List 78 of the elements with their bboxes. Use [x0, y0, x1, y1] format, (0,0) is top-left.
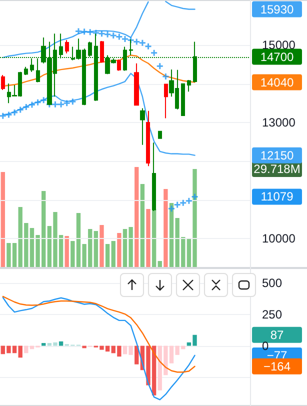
point	[110, 32, 116, 39]
candlestick	[100, 40, 104, 64]
y-tick-label: 15000	[262, 38, 296, 52]
line-series	[2, 54, 196, 87]
bar	[18, 346, 22, 358]
bar	[58, 341, 64, 346]
point	[75, 28, 82, 34]
point	[186, 198, 192, 204]
candlestick	[30, 58, 34, 72]
text: 14040	[260, 75, 294, 90]
bar	[111, 241, 116, 267]
bar	[117, 233, 122, 267]
candlestick	[158, 130, 162, 139]
point	[87, 29, 94, 36]
candlestick	[140, 108, 145, 146]
point	[168, 206, 175, 212]
text: 11079	[260, 190, 294, 204]
point	[162, 74, 169, 80]
y-tick-label: 250	[262, 307, 282, 322]
bar	[42, 343, 46, 346]
text: −164	[263, 359, 291, 374]
point	[0, 112, 6, 119]
point	[34, 99, 41, 106]
point	[40, 97, 47, 104]
bar	[64, 236, 69, 267]
line-series	[2, 296, 196, 400]
point	[17, 106, 24, 113]
point	[139, 40, 146, 46]
point	[174, 202, 180, 208]
bar	[152, 209, 156, 267]
bar	[158, 261, 162, 267]
bar	[164, 189, 168, 267]
candlestick	[24, 66, 28, 76]
ref-line-label: 14700	[260, 50, 294, 64]
point	[151, 50, 158, 56]
text: 15930	[260, 2, 294, 16]
bar	[140, 184, 145, 267]
text: 87	[270, 328, 284, 342]
bar	[0, 172, 5, 267]
candlestick	[146, 110, 150, 167]
point	[192, 194, 198, 200]
text: 12150	[260, 148, 294, 162]
line-series	[2, 296, 196, 373]
point	[104, 31, 111, 38]
bar	[134, 167, 139, 267]
point	[122, 36, 128, 42]
point	[134, 38, 140, 45]
candlestick	[187, 79, 191, 92]
candlestick	[65, 40, 69, 54]
candlestick	[181, 82, 185, 116]
point	[180, 200, 186, 206]
candlestick	[36, 58, 40, 83]
candlestick	[1, 74, 5, 91]
candlestick	[134, 62, 139, 106]
point	[64, 100, 70, 106]
y-tick-label: 10000	[262, 231, 296, 246]
point	[52, 101, 58, 108]
point	[145, 43, 152, 50]
point	[12, 109, 18, 116]
candlestick	[117, 59, 121, 72]
bar	[94, 231, 98, 267]
point	[116, 34, 122, 40]
point	[81, 28, 88, 35]
y-tick-label: 13000	[262, 115, 296, 130]
point	[70, 98, 76, 105]
point	[58, 101, 64, 108]
bar	[82, 346, 86, 348]
candlestick	[164, 84, 168, 119]
bar	[105, 244, 110, 267]
bar	[146, 209, 150, 267]
y-tick-label: 500	[262, 276, 282, 290]
point	[98, 30, 105, 37]
point	[23, 104, 30, 110]
text: 29.718M	[254, 162, 300, 176]
point	[6, 112, 12, 118]
point	[156, 63, 163, 70]
bar	[100, 225, 104, 267]
point	[28, 102, 35, 108]
